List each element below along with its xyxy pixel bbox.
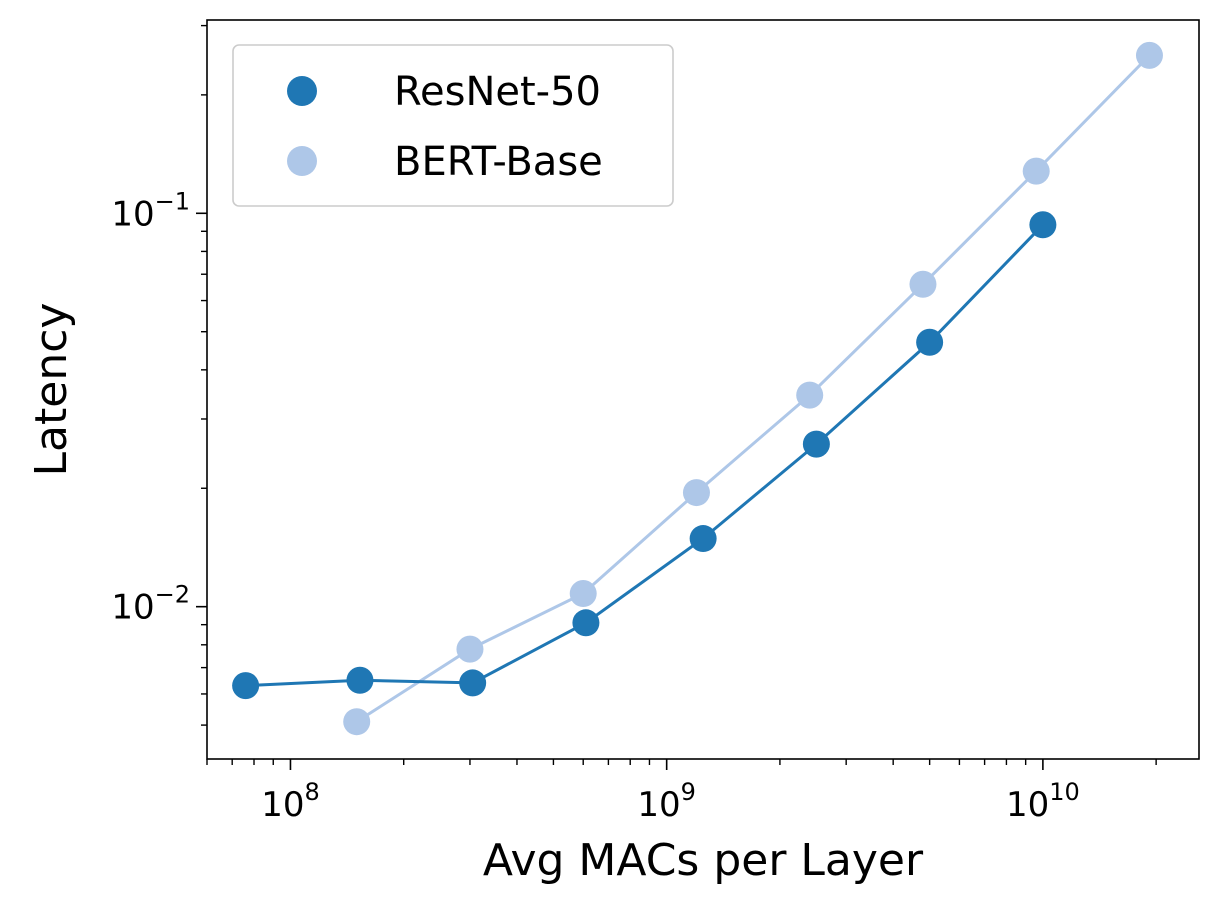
data-point-resnet-50 [459, 669, 487, 697]
minor-ticks [201, 24, 1157, 765]
data-point-resnet-50 [802, 430, 830, 458]
legend: ResNet-50 BERT-Base [232, 44, 674, 207]
legend-box [232, 44, 674, 207]
legend-marker-resnet50 [287, 76, 317, 106]
series-resnet-50 [232, 211, 1057, 700]
data-point-bert-base [456, 635, 484, 663]
legend-label-bert-base: BERT-Base [394, 139, 603, 185]
x-tick-label: 109 [637, 778, 696, 825]
data-point-resnet-50 [232, 672, 260, 700]
data-point-bert-base [909, 270, 937, 298]
x-tick-exponent: 8 [304, 778, 319, 806]
y-tick-label: 10−2 [111, 581, 190, 628]
data-point-resnet-50 [346, 666, 374, 694]
x-axis-label: Avg MACs per Layer [483, 835, 924, 886]
data-point-resnet-50 [916, 328, 944, 356]
series-line-resnet-50 [245, 223, 1044, 688]
x-tick-exponent: 10 [1049, 778, 1080, 806]
x-tick-exponent: 9 [681, 778, 696, 806]
data-point-bert-base [1022, 157, 1050, 185]
data-point-bert-base [569, 580, 597, 608]
y-tick-label: 10−1 [111, 187, 190, 234]
data-point-resnet-50 [1029, 211, 1057, 239]
data-point-resnet-50 [689, 525, 717, 553]
data-point-bert-base [1135, 41, 1163, 69]
series-bert-base [343, 41, 1163, 736]
y-tick-exponent: −2 [155, 581, 190, 609]
legend-marker-bert-base [287, 146, 317, 176]
x-tick-label: 1010 [1006, 778, 1080, 825]
series-layer [232, 41, 1163, 736]
data-point-resnet-50 [572, 609, 600, 637]
series-line-bert-base [355, 54, 1151, 723]
data-point-bert-base [682, 479, 710, 507]
data-point-bert-base [343, 708, 371, 736]
plot-frame [206, 19, 1200, 760]
y-axis-label: Latency [26, 303, 77, 477]
x-tick-label: 108 [261, 778, 320, 825]
data-point-bert-base [796, 381, 824, 409]
legend-label-resnet50: ResNet-50 [394, 69, 601, 115]
y-tick-exponent: −1 [155, 187, 190, 215]
